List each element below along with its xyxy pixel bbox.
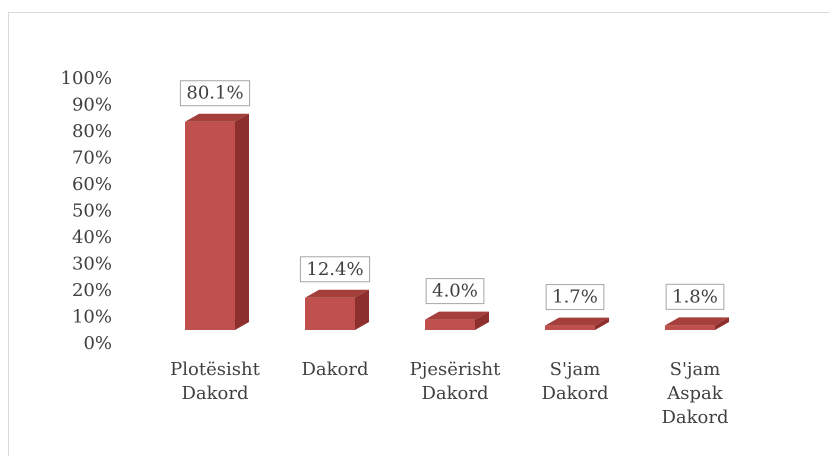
- bar-front: [545, 325, 595, 330]
- bar-side: [235, 113, 249, 331]
- bar-front: [305, 297, 355, 330]
- data-label: 1.8%: [672, 286, 718, 307]
- bar-top: [305, 289, 369, 298]
- data-label-box: [179, 80, 251, 107]
- x-tick-label: Pjesërisht Dakord: [409, 359, 501, 404]
- data-label: 4.0%: [432, 281, 478, 302]
- bar: [545, 317, 609, 330]
- bar-side: [715, 317, 729, 330]
- bar: [305, 289, 369, 330]
- data-label: 1.7%: [552, 287, 598, 308]
- bar-front: [665, 325, 715, 330]
- bar: [665, 317, 729, 330]
- bar-side: [475, 311, 489, 330]
- bar-front: [185, 121, 235, 331]
- bar-top: [425, 311, 489, 320]
- bar-top: [665, 317, 729, 326]
- y-tick-label: 60%: [72, 174, 112, 195]
- bar-side: [595, 317, 609, 330]
- y-tick-label: 30%: [72, 254, 112, 275]
- y-tick-label: 90%: [72, 95, 112, 116]
- y-tick-label: 40%: [72, 227, 112, 248]
- bar-side: [355, 289, 369, 330]
- data-label-box: [545, 284, 605, 311]
- x-tick-label: Plotësisht Dakord: [170, 359, 260, 404]
- x-tick-label: Dakord: [301, 359, 369, 380]
- y-tick-label: 20%: [72, 280, 112, 301]
- data-label-box: [425, 278, 485, 305]
- y-tick-label: 50%: [72, 201, 112, 222]
- y-tick-label: 100%: [61, 68, 112, 89]
- bar-top: [545, 317, 609, 326]
- bar-front: [425, 319, 475, 330]
- y-tick-label: 80%: [72, 121, 112, 142]
- bar-top: [185, 113, 249, 122]
- data-label-box: [299, 256, 371, 283]
- data-label: 80.1%: [186, 83, 243, 104]
- data-label-box: [665, 283, 725, 310]
- y-tick-label: 70%: [72, 148, 112, 169]
- y-tick-label: 0%: [83, 333, 112, 354]
- y-tick-label: 10%: [72, 307, 112, 328]
- chart-border: [8, 12, 829, 456]
- bar: [425, 311, 489, 330]
- x-tick-label: S'jam Dakord: [541, 359, 609, 404]
- x-tick-label: S'jam Aspak Dakord: [661, 359, 729, 428]
- data-label: 12.4%: [306, 259, 363, 280]
- bar: [185, 113, 249, 331]
